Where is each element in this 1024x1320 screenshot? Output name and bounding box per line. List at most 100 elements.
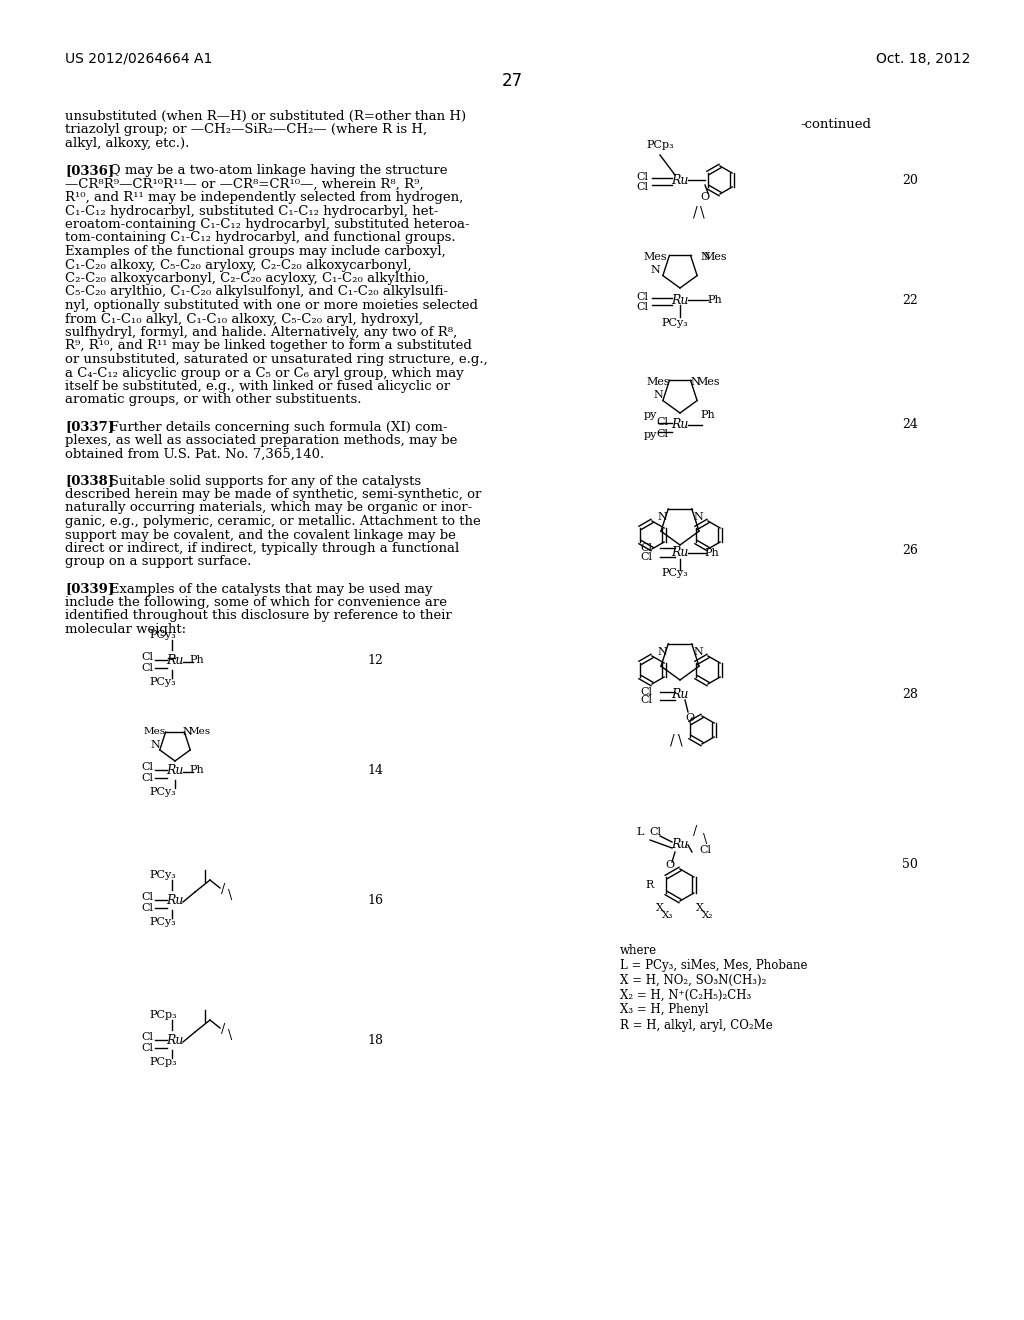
Text: PCy₃: PCy₃	[150, 917, 176, 927]
Text: where: where	[620, 944, 657, 957]
Text: [0338]: [0338]	[65, 474, 114, 487]
Text: eroatom-containing C₁-C₁₂ hydrocarbyl, substituted heteroa-: eroatom-containing C₁-C₁₂ hydrocarbyl, s…	[65, 218, 470, 231]
Text: Ru: Ru	[166, 894, 183, 907]
Text: PCp₃: PCp₃	[646, 140, 674, 150]
Text: PCy₃: PCy₃	[662, 568, 688, 578]
Text: N: N	[657, 512, 667, 521]
Text: triazolyl group; or —CH₂—SiR₂—CH₂— (where R is H,: triazolyl group; or —CH₂—SiR₂—CH₂— (wher…	[65, 124, 427, 136]
Text: L = PCy₃, siMes, Mes, Phobane: L = PCy₃, siMes, Mes, Phobane	[620, 958, 808, 972]
Text: 14: 14	[367, 763, 383, 776]
Text: plexes, as well as associated preparation methods, may be: plexes, as well as associated preparatio…	[65, 434, 458, 447]
Text: Cl: Cl	[656, 429, 668, 440]
Text: Mes: Mes	[646, 378, 670, 387]
Text: Ph: Ph	[705, 548, 720, 558]
Text: Cl: Cl	[640, 696, 652, 705]
Text: N: N	[693, 512, 702, 521]
Text: \: \	[228, 1028, 232, 1041]
Text: itself be substituted, e.g., with linked or fused alicyclic or: itself be substituted, e.g., with linked…	[65, 380, 451, 393]
Text: Mes: Mes	[703, 252, 727, 261]
Text: Cl: Cl	[640, 552, 652, 562]
Text: /: /	[693, 825, 697, 838]
Text: described herein may be made of synthetic, semi-synthetic, or: described herein may be made of syntheti…	[65, 488, 481, 502]
Text: Suitable solid supports for any of the catalysts: Suitable solid supports for any of the c…	[97, 474, 421, 487]
Text: [0336]: [0336]	[65, 164, 114, 177]
Text: obtained from U.S. Pat. No. 7,365,140.: obtained from U.S. Pat. No. 7,365,140.	[65, 447, 325, 461]
Text: C₅-C₂₀ arylthio, C₁-C₂₀ alkylsulfonyl, and C₁-C₂₀ alkylsulfi-: C₅-C₂₀ arylthio, C₁-C₂₀ alkylsulfonyl, a…	[65, 285, 449, 298]
Text: unsubstituted (when R—H) or substituted (R=other than H): unsubstituted (when R—H) or substituted …	[65, 110, 466, 123]
Text: Mes: Mes	[696, 378, 720, 387]
Text: PCy₃: PCy₃	[150, 787, 176, 797]
Text: tom-containing C₁-C₁₂ hydrocarbyl, and functional groups.: tom-containing C₁-C₁₂ hydrocarbyl, and f…	[65, 231, 456, 244]
Text: R: R	[646, 880, 654, 890]
Text: \: \	[228, 888, 232, 902]
Text: C₁-C₁₂ hydrocarbyl, substituted C₁-C₁₂ hydrocarbyl, het-: C₁-C₁₂ hydrocarbyl, substituted C₁-C₁₂ h…	[65, 205, 438, 218]
Text: 18: 18	[367, 1034, 383, 1047]
Text: PCy₃: PCy₃	[150, 630, 176, 640]
Text: X₂ = H, N⁺(C₂H₅)₂CH₃: X₂ = H, N⁺(C₂H₅)₂CH₃	[620, 989, 752, 1002]
Text: py: py	[643, 430, 656, 440]
Text: /: /	[221, 883, 225, 896]
Text: a C₄-C₁₂ alicyclic group or a C₅ or C₆ aryl group, which may: a C₄-C₁₂ alicyclic group or a C₅ or C₆ a…	[65, 367, 464, 380]
Text: Cl: Cl	[656, 417, 668, 426]
Text: N: N	[182, 727, 191, 737]
Text: Ru: Ru	[672, 293, 689, 306]
Text: US 2012/0264664 A1: US 2012/0264664 A1	[65, 51, 212, 66]
Text: N: N	[693, 647, 702, 657]
Text: Ru: Ru	[166, 763, 183, 776]
Text: include the following, some of which for convenience are: include the following, some of which for…	[65, 597, 447, 609]
Text: Cl: Cl	[636, 182, 648, 191]
Text: alkyl, alkoxy, etc.).: alkyl, alkoxy, etc.).	[65, 137, 189, 150]
Text: X: X	[656, 903, 664, 913]
Text: Mes: Mes	[643, 252, 667, 261]
Text: —CR⁸R⁹—CR¹⁰R¹¹— or —CR⁸=CR¹⁰—, wherein R⁸, R⁹,: —CR⁸R⁹—CR¹⁰R¹¹— or —CR⁸=CR¹⁰—, wherein R…	[65, 177, 424, 190]
Text: \: \	[699, 206, 705, 220]
Text: PCy₃: PCy₃	[662, 318, 688, 327]
Text: ganic, e.g., polymeric, ceramic, or metallic. Attachment to the: ganic, e.g., polymeric, ceramic, or meta…	[65, 515, 480, 528]
Text: Cl: Cl	[141, 1043, 153, 1053]
Text: identified throughout this disclosure by reference to their: identified throughout this disclosure by…	[65, 610, 452, 623]
Text: Cl: Cl	[141, 1032, 153, 1041]
Text: Ru: Ru	[672, 418, 689, 432]
Text: Cl: Cl	[640, 686, 652, 697]
Text: 50: 50	[902, 858, 918, 871]
Text: group on a support surface.: group on a support surface.	[65, 556, 251, 569]
Text: Cl: Cl	[141, 892, 153, 902]
Text: py: py	[643, 411, 656, 420]
Text: L: L	[636, 828, 644, 837]
Text: N: N	[657, 647, 667, 657]
Text: Cl: Cl	[141, 663, 153, 673]
Text: Mes: Mes	[144, 727, 166, 737]
Text: Ru: Ru	[166, 653, 183, 667]
Text: R = H, alkyl, aryl, CO₂Me: R = H, alkyl, aryl, CO₂Me	[620, 1019, 773, 1031]
Text: Cl: Cl	[649, 828, 662, 837]
Text: O: O	[666, 861, 675, 870]
Text: X: X	[696, 903, 703, 913]
Text: Ph: Ph	[189, 655, 205, 665]
Text: molecular weight:: molecular weight:	[65, 623, 186, 636]
Text: Ru: Ru	[672, 546, 689, 560]
Text: Ru: Ru	[166, 1034, 183, 1047]
Text: Cl: Cl	[636, 302, 648, 312]
Text: or unsubstituted, saturated or unsaturated ring structure, e.g.,: or unsubstituted, saturated or unsaturat…	[65, 352, 487, 366]
Text: N: N	[653, 389, 663, 400]
Text: X₃: X₃	[663, 911, 674, 920]
Text: 20: 20	[902, 173, 918, 186]
Text: Cl: Cl	[636, 172, 648, 182]
Text: support may be covalent, and the covalent linkage may be: support may be covalent, and the covalen…	[65, 528, 456, 541]
Text: [0337]: [0337]	[65, 421, 114, 433]
Text: \: \	[702, 833, 708, 846]
Text: 16: 16	[367, 894, 383, 907]
Text: direct or indirect, if indirect, typically through a functional: direct or indirect, if indirect, typical…	[65, 543, 459, 554]
Text: Cl: Cl	[636, 292, 648, 302]
Text: Cl: Cl	[141, 903, 153, 913]
Text: naturally occurring materials, which may be organic or inor-: naturally occurring materials, which may…	[65, 502, 472, 515]
Text: Mes: Mes	[189, 727, 211, 737]
Text: PCy₃: PCy₃	[150, 870, 176, 880]
Text: 24: 24	[902, 418, 918, 432]
Text: Ru: Ru	[672, 689, 689, 701]
Text: /: /	[670, 733, 675, 747]
Text: Examples of the catalysts that may be used may: Examples of the catalysts that may be us…	[97, 582, 432, 595]
Text: Ru: Ru	[672, 173, 689, 186]
Text: Ph: Ph	[189, 766, 205, 775]
Text: Cl: Cl	[699, 845, 711, 855]
